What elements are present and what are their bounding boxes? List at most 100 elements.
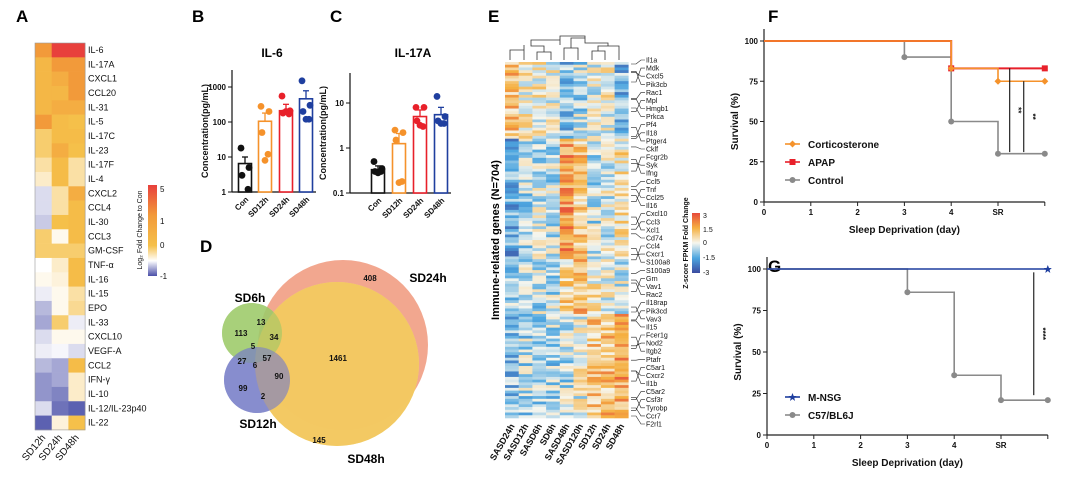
heatmap-cell	[68, 386, 86, 402]
heatmap-cell	[51, 143, 69, 158]
heatmap-cell	[518, 286, 533, 290]
heatmap-cell	[559, 242, 574, 246]
heatmap-cell	[518, 116, 533, 120]
x-tick-label: 0	[765, 441, 770, 450]
heatmap-cell	[532, 160, 547, 164]
heatmap-cell	[587, 259, 602, 263]
heatmap-cell	[587, 75, 602, 79]
heatmap-cell	[573, 237, 588, 241]
heatmap-cell	[505, 292, 519, 296]
diamond-marker	[1041, 77, 1049, 85]
heatmap-cell	[532, 229, 547, 233]
heatmap-cell	[51, 57, 69, 72]
heatmap-cell	[518, 256, 533, 260]
heatmap-cell	[518, 412, 533, 416]
heatmap-cell	[614, 89, 629, 93]
heatmap-cell	[614, 155, 629, 159]
gene-connector	[631, 189, 645, 198]
heatmap-cell	[532, 78, 547, 82]
heatmap-cell	[559, 223, 574, 227]
heatmap-cell	[614, 368, 629, 372]
heatmap-cell	[559, 330, 574, 334]
heatmap-cell	[600, 330, 615, 334]
heatmap-cell	[532, 278, 547, 282]
heatmap-cell	[587, 86, 602, 90]
row-label: IL-33	[88, 317, 109, 327]
heatmap-cell	[573, 363, 588, 367]
gene-label: Xcl1	[646, 227, 660, 234]
heatmap-cell	[614, 404, 629, 408]
heatmap-cell	[573, 401, 588, 405]
heatmap-cell	[614, 382, 629, 386]
heatmap-cell	[532, 240, 547, 244]
heatmap-cell	[532, 187, 547, 192]
panel-label-B: B	[192, 7, 204, 26]
heatmap-border	[34, 42, 86, 431]
heatmap-cell	[600, 264, 615, 268]
row-label: IFN-γ	[88, 375, 110, 385]
heatmap-cell	[35, 114, 52, 130]
heatmap-cell	[573, 341, 588, 345]
heatmap-cell	[614, 324, 629, 328]
heatmap-cell	[587, 313, 602, 317]
gene-connector	[631, 302, 645, 313]
heatmap-cell	[600, 267, 615, 271]
heatmap-cell	[505, 152, 519, 156]
heatmap-cell	[546, 204, 561, 208]
heatmap-cell	[600, 166, 615, 170]
heatmap-cell	[573, 240, 588, 244]
heatmap-cell	[614, 100, 629, 104]
gene-connector	[631, 397, 645, 409]
panel-label-G: G	[768, 257, 781, 276]
x-axis-label: Sleep Deprivation (day)	[849, 225, 960, 236]
heatmap-cell	[573, 185, 588, 189]
heatmap-cell	[600, 327, 615, 331]
gene-connector	[631, 334, 645, 349]
y-tick-label: 75	[749, 77, 758, 86]
gene-label: S100a8	[646, 260, 670, 267]
heatmap-cell	[546, 215, 561, 219]
data-point	[261, 156, 269, 164]
heatmap-cell	[546, 308, 561, 312]
gene-connector	[631, 71, 645, 85]
gene-label: Pik3cb	[646, 82, 667, 89]
heatmap-cell	[532, 393, 547, 397]
heatmap-cell	[614, 144, 629, 148]
heatmap-cell	[546, 338, 561, 342]
gene-connector	[631, 72, 645, 77]
heatmap-cell	[573, 163, 588, 167]
heatmap-cell	[546, 248, 561, 252]
heatmap-cell	[505, 146, 519, 150]
heatmap-cell	[532, 261, 547, 265]
heatmap-cell	[573, 119, 588, 123]
gene-connector	[631, 320, 645, 328]
heatmap-cell	[518, 349, 533, 353]
heatmap-cell	[587, 119, 602, 123]
heatmap-cell	[559, 67, 574, 71]
heatmap-cell	[532, 72, 547, 76]
gene-connector	[631, 278, 645, 292]
heatmap-cell	[600, 149, 615, 153]
heatmap-cell	[559, 253, 574, 257]
heatmap-cell	[505, 294, 519, 298]
heatmap-cell	[600, 278, 615, 282]
heatmap-cell	[559, 387, 574, 391]
heatmap-cell	[587, 231, 602, 235]
colorbar-label: Log₂ Fold Change to Con	[137, 190, 144, 269]
y-axis-label: Immune-related genes (N=704)	[490, 160, 502, 320]
heatmap-cell	[546, 179, 561, 183]
heatmap-cell	[518, 283, 533, 287]
heatmap-cell	[573, 105, 588, 109]
heatmap-cell	[573, 152, 588, 156]
gene-connector	[631, 59, 645, 65]
heatmap-cell	[51, 415, 69, 431]
panel-label-D: D	[200, 237, 212, 256]
heatmap-cell	[600, 72, 615, 76]
heatmap-cell	[587, 135, 602, 139]
heatmap-cell	[614, 409, 629, 413]
heatmap-cell	[587, 127, 602, 131]
heatmap-cell	[600, 108, 615, 112]
data-point	[258, 129, 266, 136]
heatmap-cell	[505, 207, 519, 211]
